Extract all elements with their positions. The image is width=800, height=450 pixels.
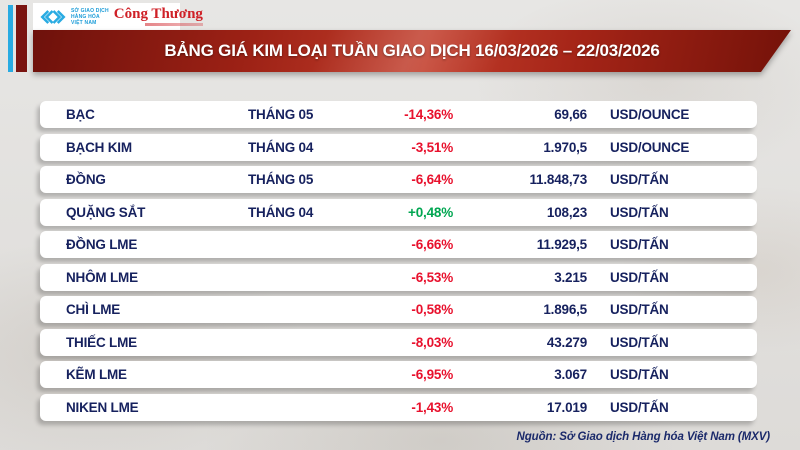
commodity-name: CHÌ LME bbox=[66, 302, 121, 317]
header-logo-box: SỞ GIAO DỊCH HÀNG HÓA VIỆT NAM Công Thươ… bbox=[33, 3, 203, 30]
table-row: NHÔM LME -6,53% 3.215 USD/TẤN bbox=[40, 263, 757, 291]
price-value: 43.279 bbox=[546, 334, 587, 350]
table-row: BẠCH KIM THÁNG 04 -3,51% 1.970,5 USD/OUN… bbox=[40, 133, 757, 161]
price-value: 11.848,73 bbox=[529, 172, 587, 187]
price-unit: USD/TẤN bbox=[610, 237, 669, 252]
contract-month: THÁNG 05 bbox=[248, 107, 314, 122]
price-unit: USD/OUNCE bbox=[610, 107, 690, 122]
commodity-name: BẠCH KIM bbox=[66, 139, 132, 155]
change-percent: -6,66% bbox=[411, 237, 453, 252]
table-row: BẠC THÁNG 05 -14,36% 69,66 USD/OUNCE bbox=[40, 101, 757, 128]
price-unit: USD/TẤN bbox=[610, 302, 669, 317]
price-value: 17.019 bbox=[546, 399, 587, 415]
cong-thuong-tagline-strip bbox=[144, 23, 203, 26]
contract-month: THÁNG 05 bbox=[248, 172, 314, 187]
cong-thuong-logo: Công Thương bbox=[114, 7, 203, 26]
price-unit: USD/TẤN bbox=[610, 204, 669, 220]
contract-month: THÁNG 04 bbox=[248, 139, 314, 155]
commodity-name: KẼM LME bbox=[66, 367, 127, 382]
price-unit: USD/TẤN bbox=[610, 367, 669, 382]
table-row: KẼM LME -6,95% 3.067 USD/TẤN bbox=[40, 361, 757, 388]
change-percent: -14,36% bbox=[404, 107, 453, 122]
price-value: 1.970,5 bbox=[543, 139, 587, 155]
table-row: QUẶNG SẮT THÁNG 04 +0,48% 108,23 USD/TẤN bbox=[40, 198, 757, 226]
price-value: 11.929,5 bbox=[536, 237, 587, 252]
commodity-name: ĐỒNG LME bbox=[66, 237, 138, 252]
mxv-logo-line: VIỆT NAM bbox=[71, 19, 97, 26]
page-title: BẢNG GIÁ KIM LOẠI TUẦN GIAO DỊCH 16/03/2… bbox=[164, 41, 660, 60]
commodity-name: THIẾC LME bbox=[66, 334, 137, 350]
price-table: BẠC THÁNG 05 -14,36% 69,66 USD/OUNCE BẠC… bbox=[40, 101, 757, 426]
commodity-name: NIKEN LME bbox=[66, 399, 139, 415]
contract-month: THÁNG 04 bbox=[248, 204, 314, 220]
price-value: 69,66 bbox=[554, 107, 587, 122]
commodity-name: NHÔM LME bbox=[66, 269, 138, 285]
price-unit: USD/TẤN bbox=[610, 399, 669, 415]
cong-thuong-wordmark: Công Thương bbox=[113, 6, 203, 22]
change-percent: +0,48% bbox=[408, 204, 453, 220]
mxv-logo-text: SỞ GIAO DỊCH HÀNG HÓA VIỆT NAM bbox=[71, 8, 109, 26]
table-row: THIẾC LME -8,03% 43.279 USD/TẤN bbox=[40, 328, 757, 356]
commodity-name: ĐỒNG bbox=[66, 172, 106, 187]
price-unit: USD/TẤN bbox=[610, 334, 669, 350]
table-row: CHÌ LME -0,58% 1.896,5 USD/TẤN bbox=[40, 296, 757, 323]
price-value: 108,23 bbox=[546, 204, 587, 220]
price-value: 3.215 bbox=[554, 269, 587, 285]
change-percent: -6,95% bbox=[411, 367, 453, 382]
mxv-logo-line: HÀNG HÓA bbox=[71, 13, 100, 20]
price-unit: USD/OUNCE bbox=[610, 139, 690, 155]
price-value: 1.896,5 bbox=[543, 302, 587, 317]
table-row: NIKEN LME -1,43% 17.019 USD/TẤN bbox=[40, 393, 757, 421]
source-credit: Nguồn: Sở Giao dịch Hàng hóa Việt Nam (M… bbox=[516, 431, 771, 443]
price-value: 3.067 bbox=[554, 367, 587, 382]
commodity-name: BẠC bbox=[66, 107, 95, 122]
left-accent-maroon-bar bbox=[16, 5, 27, 72]
change-percent: -1,43% bbox=[411, 399, 453, 415]
commodity-name: QUẶNG SẮT bbox=[66, 204, 146, 220]
change-percent: -0,58% bbox=[411, 302, 453, 317]
title-banner-shape: BẢNG GIÁ KIM LOẠI TUẦN GIAO DỊCH 16/03/2… bbox=[33, 30, 791, 72]
title-banner: BẢNG GIÁ KIM LOẠI TUẦN GIAO DỊCH 16/03/2… bbox=[33, 30, 791, 72]
change-percent: -6,53% bbox=[411, 269, 453, 285]
left-accent-cyan-bar bbox=[8, 5, 13, 72]
mxv-logo-line: SỞ GIAO DỊCH bbox=[71, 7, 109, 14]
change-percent: -3,51% bbox=[411, 139, 453, 155]
change-percent: -6,64% bbox=[411, 172, 453, 187]
change-percent: -8,03% bbox=[411, 334, 453, 350]
table-row: ĐỒNG LME -6,66% 11.929,5 USD/TẤN bbox=[40, 231, 757, 258]
price-unit: USD/TẤN bbox=[610, 172, 669, 187]
table-row: ĐỒNG THÁNG 05 -6,64% 11.848,73 USD/TẤN bbox=[40, 166, 757, 193]
price-unit: USD/TẤN bbox=[610, 269, 669, 285]
mxv-logo-icon bbox=[40, 9, 66, 24]
